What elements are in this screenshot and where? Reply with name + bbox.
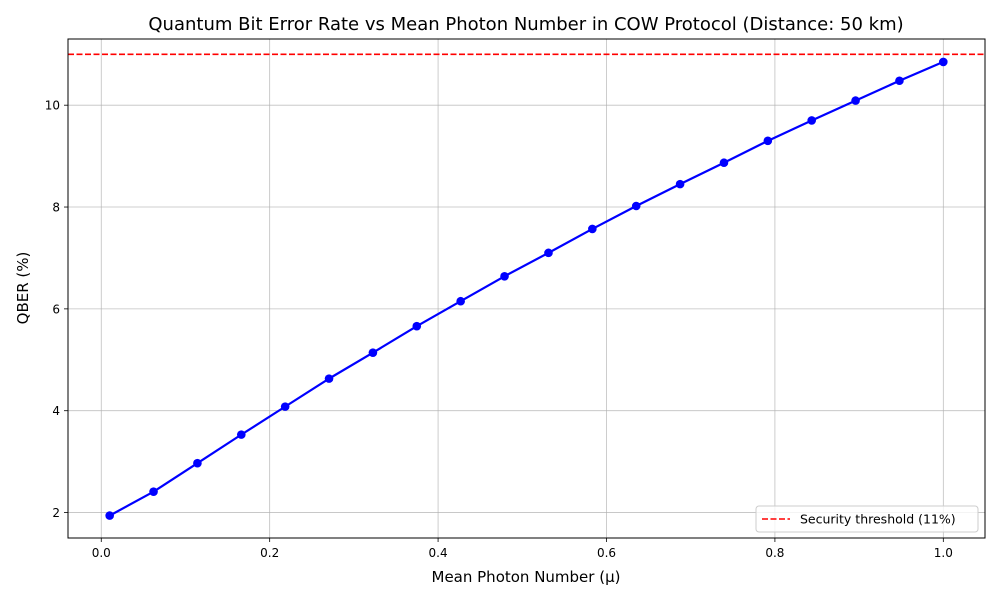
qber-data-point [763,136,773,146]
grid [68,39,985,538]
axis-ticks: 0.0 0.2 0.4 0.6 0.8 1.0 2 4 6 8 10 [45,99,953,560]
qber-data-point [588,224,597,234]
qber-data-point [324,374,334,383]
legend-label-threshold: Security threshold (11%) [800,512,956,527]
x-tick-label: 0.6 [597,546,616,560]
legend-box [755,505,979,533]
qber-data-point [895,76,904,86]
series-layer [105,57,948,520]
qber-data-point [368,348,378,357]
x-axis-label: Mean Photon Number (μ) [432,568,621,586]
y-tick-label: 8 [52,201,60,215]
y-axis-label: QBER (%) [14,252,32,325]
qber-data-point [149,487,158,496]
qber-data-point [631,201,641,211]
plot-frame [67,38,986,539]
y-tick-label: 4 [52,404,60,418]
chart-title: Quantum Bit Error Rate vs Mean Photon Nu… [148,14,903,35]
qber-data-point [412,321,422,331]
qber-data-point [193,458,202,468]
qber-data-point [456,296,465,306]
qber-data-point [675,179,685,189]
x-tick-label: 0.0 [92,546,111,560]
y-tick-label: 10 [45,99,60,113]
x-tick-label: 1.0 [934,546,953,560]
qber-data-point [105,511,114,520]
qber-data-point [280,402,290,411]
x-tick-label: 0.4 [429,546,448,560]
qber-data-point [939,57,948,67]
x-tick-label: 0.2 [260,546,279,560]
x-tick-label: 0.8 [765,546,784,560]
qber-data-point [719,158,729,168]
y-tick-label: 2 [52,506,60,520]
y-tick-label: 6 [52,302,60,316]
qber-series-line [109,60,944,517]
qber-data-point [236,430,246,439]
qber-data-point [500,271,509,281]
legend: Security threshold (11%) [755,505,979,533]
qber-data-point [807,116,817,125]
qber-data-point [544,248,553,258]
qber-data-point [851,96,860,105]
